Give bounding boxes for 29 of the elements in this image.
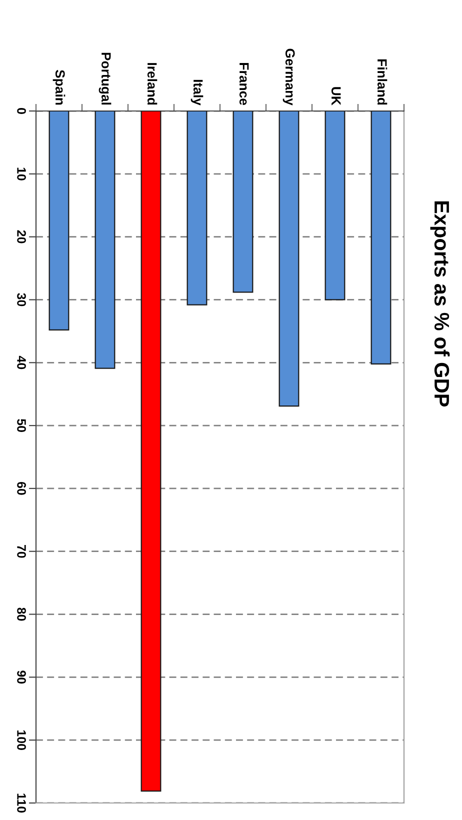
- y-tick-label: 110: [17, 794, 26, 813]
- x-tick-label: Italy: [190, 80, 204, 106]
- bar: [324, 111, 346, 300]
- bar: [140, 111, 162, 792]
- bar: [94, 111, 116, 369]
- y-tick-label: 30: [17, 293, 26, 306]
- y-tick-label: 70: [17, 544, 26, 558]
- bar: [186, 111, 208, 306]
- x-tick-label: Ireland: [147, 63, 158, 105]
- y-tick-label: 100: [17, 730, 26, 750]
- x-tick-label: France: [239, 63, 249, 105]
- bar: [278, 111, 300, 407]
- y-tick-label: 0: [17, 108, 26, 114]
- y-tick-label: 20: [17, 230, 26, 244]
- y-tick-label: 50: [17, 418, 26, 432]
- x-tick-label: Spain: [52, 70, 66, 105]
- x-tick-label: UK: [331, 87, 341, 106]
- bar: [48, 111, 70, 330]
- y-tick-label: 40: [17, 356, 26, 370]
- bar: [232, 111, 254, 293]
- x-tick-label: Portugal: [98, 52, 112, 105]
- x-tick-label: Germany: [282, 48, 295, 106]
- y-tick-label: 60: [17, 482, 26, 495]
- bar: [370, 111, 392, 364]
- y-tick-label: 80: [17, 608, 26, 621]
- y-tick-label: 10: [17, 168, 26, 180]
- y-tick-label: 90: [17, 670, 26, 684]
- x-tick-label: Finland: [377, 59, 388, 105]
- text: Exports as % of GDP: [430, 201, 450, 407]
